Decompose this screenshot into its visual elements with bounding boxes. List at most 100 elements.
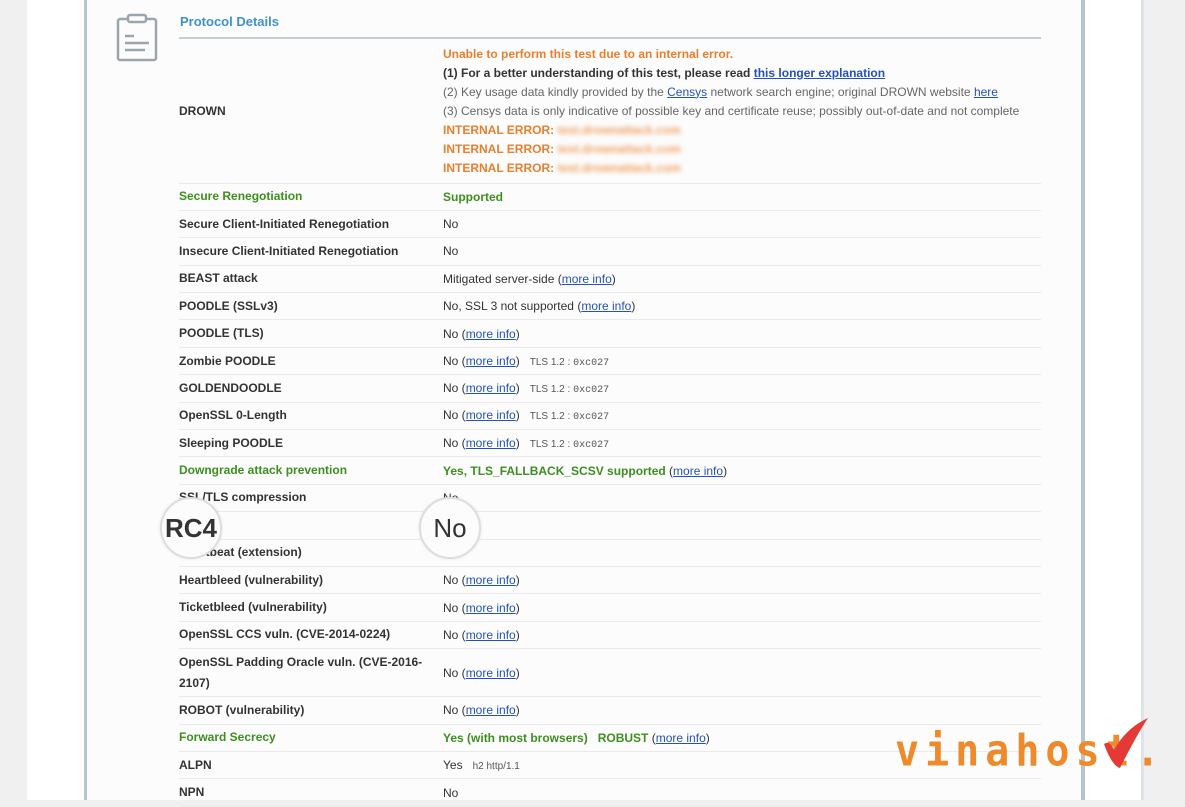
info-text: network search engine; original DROWN we… xyxy=(707,84,974,99)
row-value-text: Supported xyxy=(443,189,503,204)
cipher-code: 0xc027 xyxy=(573,384,610,396)
table-row: Insecure Client-Initiated Renegotiation N… xyxy=(179,237,1041,266)
row-value: No (more info) xyxy=(443,319,1041,348)
error-host: test.drownattack.com xyxy=(557,160,681,175)
more-info-link[interactable]: more info xyxy=(465,435,516,450)
longer-explanation-link[interactable]: this longer explanation xyxy=(753,65,886,80)
more-info-link[interactable]: more info xyxy=(673,463,724,478)
table-row: OpenSSL 0-Length No (more info) TLS 1.2 : … xyxy=(179,402,1041,431)
row-value-text: No xyxy=(443,600,459,615)
censys-link[interactable]: Censys xyxy=(667,84,708,99)
note-text: TLS 1.2 : xyxy=(529,411,574,423)
error-message: Unable to perform this test due to an in… xyxy=(443,46,734,61)
table-row: Ticketbleed (vulnerability) No (more info… xyxy=(179,593,1041,622)
row-value: No xyxy=(443,511,1041,540)
table-row: Zombie POODLE No (more info) TLS 1.2 : 0xc… xyxy=(179,347,1041,376)
magnifier-rc4-value: No xyxy=(419,497,481,559)
row-label: Ticketbleed (vulnerability) xyxy=(179,593,443,622)
row-label: POODLE (SSLv3) xyxy=(179,292,443,321)
table-row: Heartbleed (vulnerability) No (more info) xyxy=(179,566,1041,595)
more-info-link[interactable]: more info xyxy=(465,703,516,718)
table-row: Sleeping POODLE No (more info) TLS 1.2 : 0… xyxy=(179,429,1041,458)
table-row: ROBOT (vulnerability) No (more info) xyxy=(179,696,1041,725)
more-info-link[interactable]: more info xyxy=(465,380,516,395)
row-value: No xyxy=(443,237,1041,266)
row-value-text: Mitigated server-side xyxy=(443,271,555,286)
protocol-table: DROWN Unable to perform this test due to… xyxy=(179,40,1041,807)
clipboard-icon xyxy=(116,13,158,62)
row-value-text: Yes (with most browsers) ROBUST xyxy=(443,730,649,745)
row-label: Secure Renegotiation xyxy=(179,183,443,211)
row-value-text: No xyxy=(443,627,459,642)
row-label: Forward Secrecy xyxy=(179,724,443,752)
drown-website-link[interactable]: here xyxy=(973,84,998,99)
row-value-text: No xyxy=(443,665,459,680)
row-value: No (more info) xyxy=(443,621,1041,650)
row-note: TLS 1.2 : 0xc027 xyxy=(529,411,610,424)
row-label: GOLDENDOODLE xyxy=(179,374,443,403)
row-value-text: No xyxy=(443,573,459,588)
more-info-link[interactable]: more info xyxy=(465,627,516,642)
row-value-text: No xyxy=(443,380,459,395)
table-row: BEAST attack Mitigated server-side (more … xyxy=(179,265,1041,294)
info-text: (1) For a better understanding of this t… xyxy=(443,65,754,80)
row-value: No (more info) xyxy=(443,566,1041,595)
error-label: INTERNAL ERROR: xyxy=(443,122,555,137)
error-label: INTERNAL ERROR: xyxy=(443,141,555,156)
row-label: POODLE (TLS) xyxy=(179,319,443,348)
row-value: No xyxy=(443,778,1041,807)
more-info-link[interactable]: more info xyxy=(465,353,516,368)
row-value: No (more info) xyxy=(443,593,1041,622)
row-label: Insecure Client-Initiated Renegotiation xyxy=(179,237,443,266)
error-label: INTERNAL ERROR: xyxy=(443,160,555,175)
row-value-text: No xyxy=(443,785,459,800)
error-host: test.drownattack.com xyxy=(557,122,681,137)
row-label: ALPN xyxy=(179,751,443,780)
table-row: NPN No xyxy=(179,778,1041,807)
row-label: OpenSSL 0-Length xyxy=(179,402,443,431)
row-value-text: No xyxy=(443,703,459,718)
more-info-link[interactable]: more info xyxy=(465,408,516,423)
cipher-code: 0xc027 xyxy=(573,412,610,424)
error-host: test.drownattack.com xyxy=(557,141,681,156)
note-text: TLS 1.2 : xyxy=(529,383,574,395)
row-value: No (more info) TLS 1.2 : 0xc027 xyxy=(443,347,1041,376)
row-label: Heartbleed (vulnerability) xyxy=(179,566,443,595)
row-value: No (more info) xyxy=(443,696,1041,725)
table-row: SSL/TLS compressionNo xyxy=(179,484,1041,513)
row-value: No xyxy=(443,210,1041,239)
row-label: Heartbeat (extension) xyxy=(179,539,443,567)
row-label: OpenSSL CCS vuln. (CVE-2014-0224) xyxy=(179,621,443,650)
more-info-link[interactable]: more info xyxy=(465,600,516,615)
table-row: Downgrade attack prevention Yes, TLS_FALL… xyxy=(179,456,1041,485)
row-value-text: No xyxy=(443,353,459,368)
note-text: TLS 1.2 : xyxy=(529,438,574,450)
magnifier-rc4-label: RC4 xyxy=(160,497,222,559)
more-info-link[interactable]: more info xyxy=(465,573,516,588)
row-label: BEAST attack xyxy=(179,265,443,294)
row-value: No xyxy=(443,539,1041,567)
more-info-link[interactable]: more info xyxy=(465,665,516,680)
row-value: No (more info) TLS 1.2 : 0xc027 xyxy=(443,374,1041,403)
row-note: TLS 1.2 : 0xc027 xyxy=(529,438,610,451)
more-info-link[interactable]: more info xyxy=(561,271,612,286)
internal-error: INTERNAL ERROR: test.drownattack.com xyxy=(443,140,1041,159)
row-label: Sleeping POODLE xyxy=(179,429,443,458)
info-text: (2) Key usage data kindly provided by th… xyxy=(443,84,668,99)
more-info-link[interactable]: more info xyxy=(655,730,706,745)
table-row-drown: DROWN Unable to perform this test due to… xyxy=(179,40,1041,184)
row-label: DROWN xyxy=(179,40,443,184)
row-value-text: No xyxy=(443,435,459,450)
table-row: Heartbeat (extension)No xyxy=(179,539,1041,567)
cipher-code: 0xc027 xyxy=(573,439,610,451)
table-row: Forward Secrecy Yes (with most browsers) … xyxy=(179,724,1041,752)
more-info-link[interactable]: more info xyxy=(465,326,516,341)
row-note: TLS 1.2 : 0xc027 xyxy=(529,383,610,396)
row-value-text: No xyxy=(443,326,459,341)
table-row: POODLE (SSLv3) No, SSL 3 not supported (m… xyxy=(179,292,1041,321)
row-note: TLS 1.2 : 0xc027 xyxy=(530,357,609,369)
row-note: h2 http/1.1 xyxy=(473,761,520,772)
more-info-link[interactable]: more info xyxy=(581,299,632,314)
table-row: ALPN Yes h2 http/1.1 xyxy=(179,751,1041,780)
row-label: SSL/TLS compression xyxy=(179,484,443,513)
